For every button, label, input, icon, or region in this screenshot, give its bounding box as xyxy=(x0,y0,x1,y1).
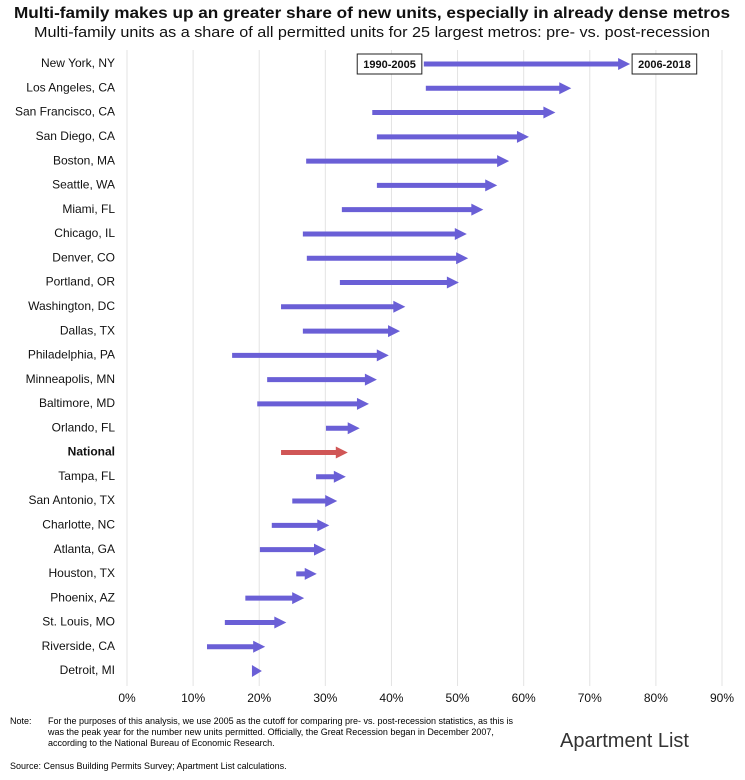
y-tick-label: Tampa, FL xyxy=(58,469,115,483)
y-tick-label: Baltimore, MD xyxy=(39,396,115,410)
legend-box xyxy=(356,53,423,75)
y-tick-label: Los Angeles, CA xyxy=(26,80,115,94)
logo: Apartment List xyxy=(560,730,689,752)
x-tick-label: 0% xyxy=(118,691,136,705)
y-tick-label: Houston, TX xyxy=(49,566,115,580)
arrow xyxy=(251,665,262,677)
arrow xyxy=(281,300,406,313)
y-tick-label: Boston, MA xyxy=(53,153,115,167)
x-tick-label: 40% xyxy=(379,691,403,705)
y-tick-label: Portland, OR xyxy=(46,275,116,289)
arrow xyxy=(232,349,389,362)
arrow xyxy=(302,325,401,338)
x-tick-label: 20% xyxy=(247,691,271,705)
y-tick-label: Phoenix, AZ xyxy=(50,590,115,604)
y-tick-label: St. Louis, MO xyxy=(42,615,115,629)
note-label: Note: xyxy=(10,716,32,726)
y-tick-label: Charlotte, NC xyxy=(42,517,115,531)
arrow xyxy=(339,276,459,289)
arrow xyxy=(306,252,469,265)
y-tick-label: Denver, CO xyxy=(52,250,115,264)
arrow xyxy=(267,373,377,386)
chart-subtitle: Multi-family units as a share of all per… xyxy=(34,24,710,41)
x-tick-label: 70% xyxy=(578,691,602,705)
arrow xyxy=(325,422,360,435)
arrow xyxy=(259,543,326,556)
y-tick-label: National xyxy=(68,445,115,459)
arrow xyxy=(372,106,556,119)
chart-title: Multi-family makes up an greater share o… xyxy=(14,5,730,22)
legend-label: 1990-2005 xyxy=(363,59,416,71)
arrow xyxy=(423,58,631,70)
y-tick-label: Detroit, MI xyxy=(60,663,115,677)
legend-box xyxy=(631,53,698,75)
arrow xyxy=(257,397,369,410)
source: Source: Census Building Permits Survey; … xyxy=(10,761,287,771)
arrow xyxy=(376,130,529,143)
x-tick-label: 90% xyxy=(710,691,734,705)
arrow xyxy=(302,227,467,240)
y-tick-label: Philadelphia, PA xyxy=(28,348,115,362)
y-tick-label: Dallas, TX xyxy=(60,323,115,337)
note: Note: For the purposes of this analysis,… xyxy=(10,716,530,749)
arrow xyxy=(316,470,346,483)
y-tick-label: San Diego, CA xyxy=(36,129,115,143)
y-tick-label: Minneapolis, MN xyxy=(26,372,115,386)
y-tick-label: Chicago, IL xyxy=(54,226,115,240)
arrow xyxy=(425,82,572,95)
legend-label: 2006-2018 xyxy=(638,59,691,71)
arrow xyxy=(271,519,330,532)
y-tick-label: Orlando, FL xyxy=(52,420,116,434)
arrow xyxy=(245,592,305,605)
x-tick-label: 50% xyxy=(446,691,470,705)
y-tick-label: Seattle, WA xyxy=(52,178,115,192)
arrow xyxy=(306,155,510,168)
chart: Multi-family makes up an greater share o… xyxy=(14,5,734,705)
y-tick-label: Riverside, CA xyxy=(42,639,115,653)
arrow xyxy=(292,495,338,508)
note-text: For the purposes of this analysis, we us… xyxy=(48,716,514,748)
x-tick-label: 10% xyxy=(181,691,205,705)
y-tick-label: Atlanta, GA xyxy=(54,542,115,556)
y-tick-label: Washington, DC xyxy=(28,299,115,313)
arrow xyxy=(296,567,317,580)
y-tick-label: San Francisco, CA xyxy=(15,105,115,119)
y-tick-label: New York, NY xyxy=(41,56,115,70)
x-tick-label: 80% xyxy=(644,691,668,705)
y-tick-label: Miami, FL xyxy=(62,202,115,216)
arrow xyxy=(376,179,498,192)
arrow xyxy=(224,616,287,629)
arrow xyxy=(341,203,484,216)
arrow xyxy=(206,640,266,653)
x-tick-label: 60% xyxy=(512,691,536,705)
arrow xyxy=(281,446,348,459)
y-tick-label: San Antonio, TX xyxy=(28,493,115,507)
x-tick-label: 30% xyxy=(313,691,337,705)
